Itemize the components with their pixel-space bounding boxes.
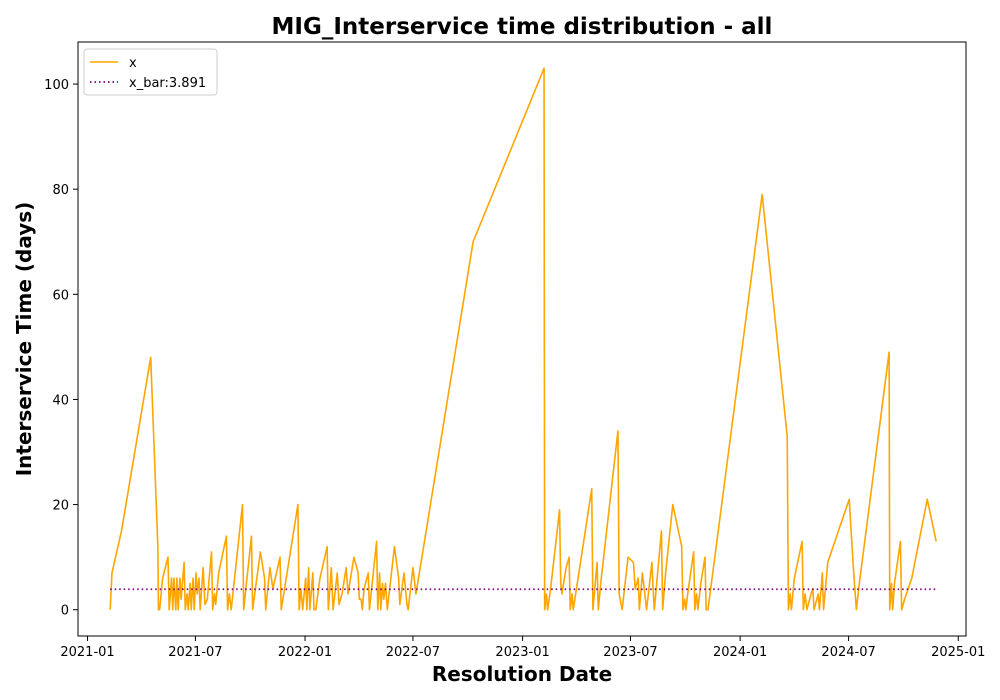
y-tick-label: 20 bbox=[52, 499, 69, 514]
x-tick-label: 2023-07 bbox=[603, 645, 657, 660]
y-tick-label: 40 bbox=[52, 393, 69, 408]
legend-label-0: x bbox=[129, 56, 137, 71]
x-tick-label: 2021-07 bbox=[168, 645, 222, 660]
x-tick-label: 2025-01 bbox=[931, 645, 985, 660]
x-tick-label: 2024-07 bbox=[821, 645, 875, 660]
legend-label-1: x_bar:3.891 bbox=[129, 76, 206, 91]
series-line-0 bbox=[109, 67, 937, 611]
x-tick-label: 2023-01 bbox=[495, 645, 549, 660]
x-axis-label: Resolution Date bbox=[432, 662, 612, 686]
chart-title: MIG_Interservice time distribution - all bbox=[272, 14, 773, 40]
y-axis-label: Interservice Time (days) bbox=[12, 202, 36, 477]
x-tick-label: 2022-07 bbox=[386, 645, 440, 660]
legend-box bbox=[83, 48, 218, 96]
x-tick-label: 2024-01 bbox=[713, 645, 767, 660]
axes-frame bbox=[77, 41, 967, 637]
y-tick-label: 60 bbox=[52, 288, 69, 303]
y-tick-label: 0 bbox=[61, 604, 69, 619]
plot-area: 2021-01 2021-07 2022-01 2022-07 2023-01 2023-… bbox=[44, 41, 985, 660]
legend: x x_bar:3.891 bbox=[83, 48, 218, 96]
y-tick-label: 80 bbox=[52, 183, 69, 198]
x-tick-label: 2022-01 bbox=[278, 645, 332, 660]
y-tick-label: 100 bbox=[44, 78, 69, 93]
x-tick-label: 2021-01 bbox=[60, 645, 114, 660]
